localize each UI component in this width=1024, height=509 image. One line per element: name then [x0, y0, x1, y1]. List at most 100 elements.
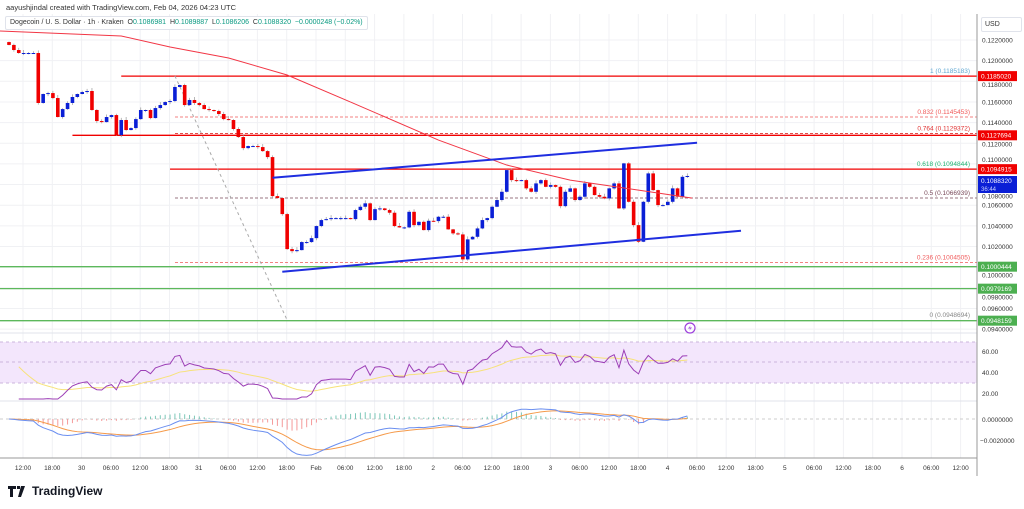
time-axis-label: 30: [78, 465, 86, 472]
price-tag-bg: [978, 261, 1017, 272]
levels: 1 (0.1185183) 0.832 (0.1145453) 0.764 (0.1…: [0, 68, 977, 322]
candle-body: [539, 180, 543, 184]
time-axis-label: 18:00: [513, 465, 530, 472]
candle-body: [295, 250, 299, 252]
candle-body: [626, 163, 631, 202]
time-axis-label: Feb: [310, 465, 322, 472]
brand-name: TradingView: [32, 484, 103, 498]
candle-body: [534, 183, 538, 192]
candle-body: [75, 93, 80, 97]
candle-body: [417, 221, 421, 226]
time-axis[interactable]: 12:00 18:00 30 06:00 12:00 18:00 31 06:00 12:00 1…: [15, 465, 969, 472]
lightning-icon[interactable]: [684, 322, 696, 334]
candle-body: [343, 218, 348, 220]
candle-body: [256, 146, 260, 148]
high-label: H: [169, 19, 175, 26]
candle-body: [661, 205, 665, 207]
tradingview-logo[interactable]: TradingView: [8, 484, 102, 498]
candle-body: [56, 98, 60, 118]
candle-body: [461, 234, 465, 260]
price-tag-bg: [978, 315, 1017, 326]
currency-button[interactable]: USD: [981, 17, 1022, 32]
macd-signal-line: [8, 410, 688, 451]
candle-body: [358, 206, 363, 211]
candle-body: [353, 210, 358, 220]
time-axis-label: 06:00: [454, 465, 471, 472]
candle-body: [70, 96, 75, 103]
candle-body: [275, 196, 280, 199]
time-axis-label: 3: [549, 465, 553, 472]
candle-body: [622, 163, 626, 209]
time-axis-label: 18:00: [279, 465, 296, 472]
time-axis-label: 12:00: [484, 465, 501, 472]
time-axis-label: 06:00: [572, 465, 589, 472]
rsi-axis: 60.00 40.00 20.00: [982, 349, 999, 398]
candle-body: [153, 108, 158, 119]
candle-body: [319, 220, 324, 227]
price-axis-label: 0.1060000: [982, 203, 1013, 210]
candle-body: [260, 147, 265, 152]
fib-trend-line: [174, 75, 288, 321]
candle-body: [402, 227, 407, 229]
candle-body: [124, 120, 128, 131]
candle-body: [578, 196, 582, 201]
candle-body: [446, 216, 450, 230]
candle-body: [656, 190, 660, 206]
time-axis-label: 4: [666, 465, 670, 472]
price-tag-bg: [978, 130, 1017, 141]
candle-body: [285, 214, 289, 250]
rsi-line: [18, 339, 688, 400]
candle-body: [85, 91, 89, 93]
price-tag-bg: [978, 283, 1017, 294]
rsi-axis-label: 60.00: [982, 349, 999, 356]
time-axis-label: 31: [195, 465, 203, 472]
candle-body: [568, 188, 572, 192]
candle-body: [470, 236, 475, 240]
current-price-tag: 0.1088320 36:44: [978, 176, 1017, 193]
fib-level-label: 1 (0.1185183): [930, 68, 970, 75]
time-axis-label: 06:00: [103, 465, 120, 472]
price-axis-label: 0.1080000: [982, 194, 1013, 201]
candle-body: [529, 188, 533, 192]
candle-body: [451, 229, 455, 234]
price-tags: 0.1185020 0.1127694 0.1094915 0.1000444 0.09…: [978, 71, 1017, 326]
price-axis[interactable]: 0.1220000 0.1200000 0.1180000 0.1160000 0.11…: [982, 38, 1013, 334]
candle-body: [597, 195, 602, 197]
candle-body: [304, 242, 309, 244]
candle-body: [563, 191, 568, 207]
candle-body: [504, 170, 509, 192]
price-axis-label: 0.0940000: [982, 327, 1013, 334]
candle-body: [456, 233, 460, 235]
candle-body: [12, 44, 16, 51]
candle-body: [251, 146, 255, 148]
time-axis-label: 06:00: [806, 465, 823, 472]
candle-body: [587, 183, 592, 187]
moving-average-line: [0, 30, 693, 199]
candle-body: [129, 128, 133, 131]
time-axis-label: 12:00: [249, 465, 266, 472]
candle-body: [382, 208, 387, 211]
indicators: [8, 339, 688, 456]
candle-body: [314, 226, 319, 239]
time-axis-label: 06:00: [337, 465, 354, 472]
macd-axis-label: −0.0020000: [980, 438, 1015, 445]
candle-body: [290, 249, 294, 252]
time-axis-label: 18:00: [630, 465, 647, 472]
candle-body: [231, 120, 236, 130]
candle-body: [685, 175, 690, 177]
candle-body: [51, 93, 55, 99]
candle-body: [348, 218, 353, 220]
price-axis-label: 0.1000000: [982, 273, 1013, 280]
candle-body: [324, 219, 328, 221]
candle-body: [378, 208, 382, 210]
symbol-legend[interactable]: Dogecoin / U. S. Dollar · 1h · Kraken O0…: [5, 16, 368, 30]
time-axis-label: 12:00: [15, 465, 32, 472]
candle-body: [134, 119, 138, 129]
time-axis-label: 18:00: [396, 465, 413, 472]
candle-body: [339, 218, 343, 220]
open-value: 0.1086981: [132, 19, 167, 26]
candle-body: [553, 185, 558, 187]
time-axis-label: 06:00: [689, 465, 706, 472]
chart-credit: aayushjindal created with TradingView.co…: [6, 3, 236, 12]
